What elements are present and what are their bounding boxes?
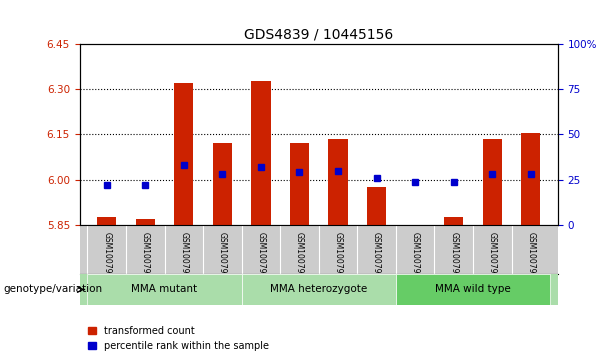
Text: GSM1007960: GSM1007960 <box>218 232 227 284</box>
Title: GDS4839 / 10445156: GDS4839 / 10445156 <box>244 27 394 41</box>
Bar <box>329 139 348 225</box>
Text: GSM1007965: GSM1007965 <box>411 232 420 284</box>
Bar <box>482 139 502 225</box>
Text: GSM1007968: GSM1007968 <box>527 232 535 284</box>
Text: genotype/variation: genotype/variation <box>3 284 102 294</box>
Text: GSM1007964: GSM1007964 <box>372 232 381 284</box>
Text: MMA heterozygote: MMA heterozygote <box>270 285 367 294</box>
Bar <box>251 81 270 225</box>
Bar <box>97 217 116 225</box>
Text: MMA mutant: MMA mutant <box>131 285 197 294</box>
Text: GSM1007967: GSM1007967 <box>488 232 497 284</box>
Text: GSM1007966: GSM1007966 <box>449 232 459 284</box>
Bar <box>135 219 155 225</box>
Bar <box>444 217 463 225</box>
FancyBboxPatch shape <box>396 274 550 305</box>
Text: GSM1007961: GSM1007961 <box>256 232 265 284</box>
Text: GSM1007962: GSM1007962 <box>295 232 304 284</box>
Bar <box>521 133 541 225</box>
Text: GSM1007958: GSM1007958 <box>141 232 150 284</box>
Bar <box>213 143 232 225</box>
FancyBboxPatch shape <box>242 274 396 305</box>
Bar <box>290 143 309 225</box>
Text: GSM1007957: GSM1007957 <box>102 232 111 284</box>
Text: MMA wild type: MMA wild type <box>435 285 511 294</box>
Bar <box>406 225 425 227</box>
Text: GSM1007959: GSM1007959 <box>179 232 188 284</box>
FancyBboxPatch shape <box>88 274 242 305</box>
Bar <box>367 187 386 225</box>
Text: GSM1007963: GSM1007963 <box>333 232 343 284</box>
Bar <box>174 83 194 225</box>
Legend: transformed count, percentile rank within the sample: transformed count, percentile rank withi… <box>85 322 273 355</box>
